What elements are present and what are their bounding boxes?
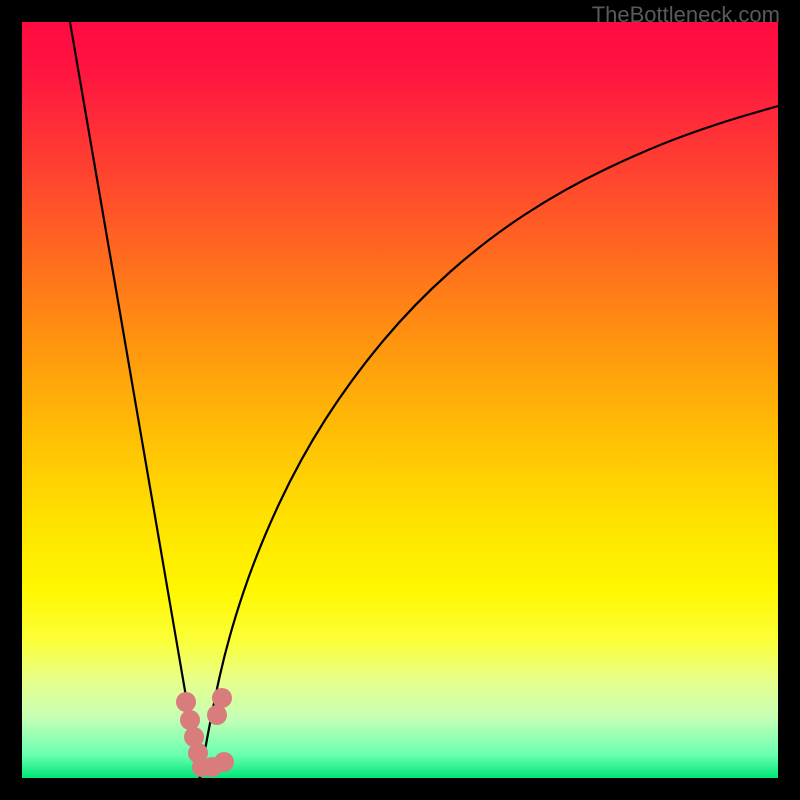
marker-point [207,705,227,725]
marker-point [214,752,234,772]
marker-point [180,710,200,730]
chart-frame: TheBottleneck.com [0,0,800,800]
marker-point [176,692,196,712]
marker-point [212,688,232,708]
watermark-text: TheBottleneck.com [592,2,780,28]
bottleneck-curve-chart [0,0,800,800]
